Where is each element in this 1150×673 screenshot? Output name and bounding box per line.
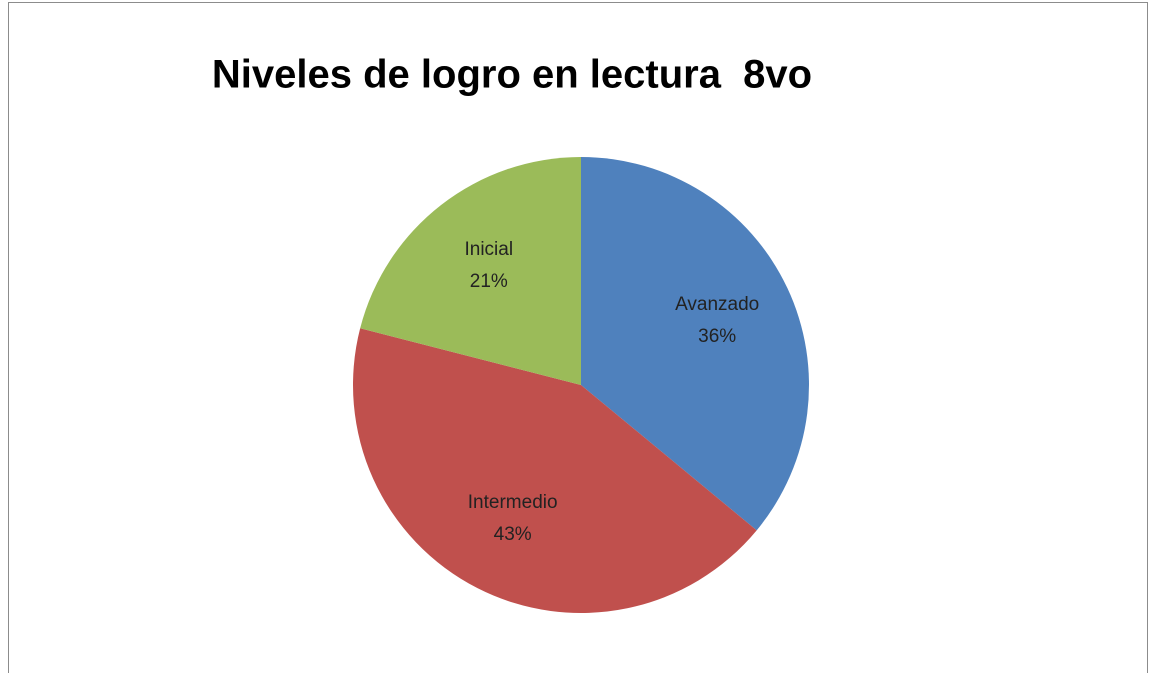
chart-title: Niveles de logro en lectura 8vo <box>212 53 812 97</box>
pie-slice <box>353 328 757 613</box>
slice-label: Avanzado <box>675 294 759 315</box>
slice-value-label: 43% <box>494 524 532 545</box>
slice-value-label: 21% <box>470 271 508 292</box>
slice-label: Intermedio <box>468 492 558 513</box>
slice-value-label: 36% <box>698 326 736 347</box>
slice-label: Inicial <box>464 239 513 260</box>
pie-slice <box>360 157 581 385</box>
pie-slice <box>581 157 809 531</box>
